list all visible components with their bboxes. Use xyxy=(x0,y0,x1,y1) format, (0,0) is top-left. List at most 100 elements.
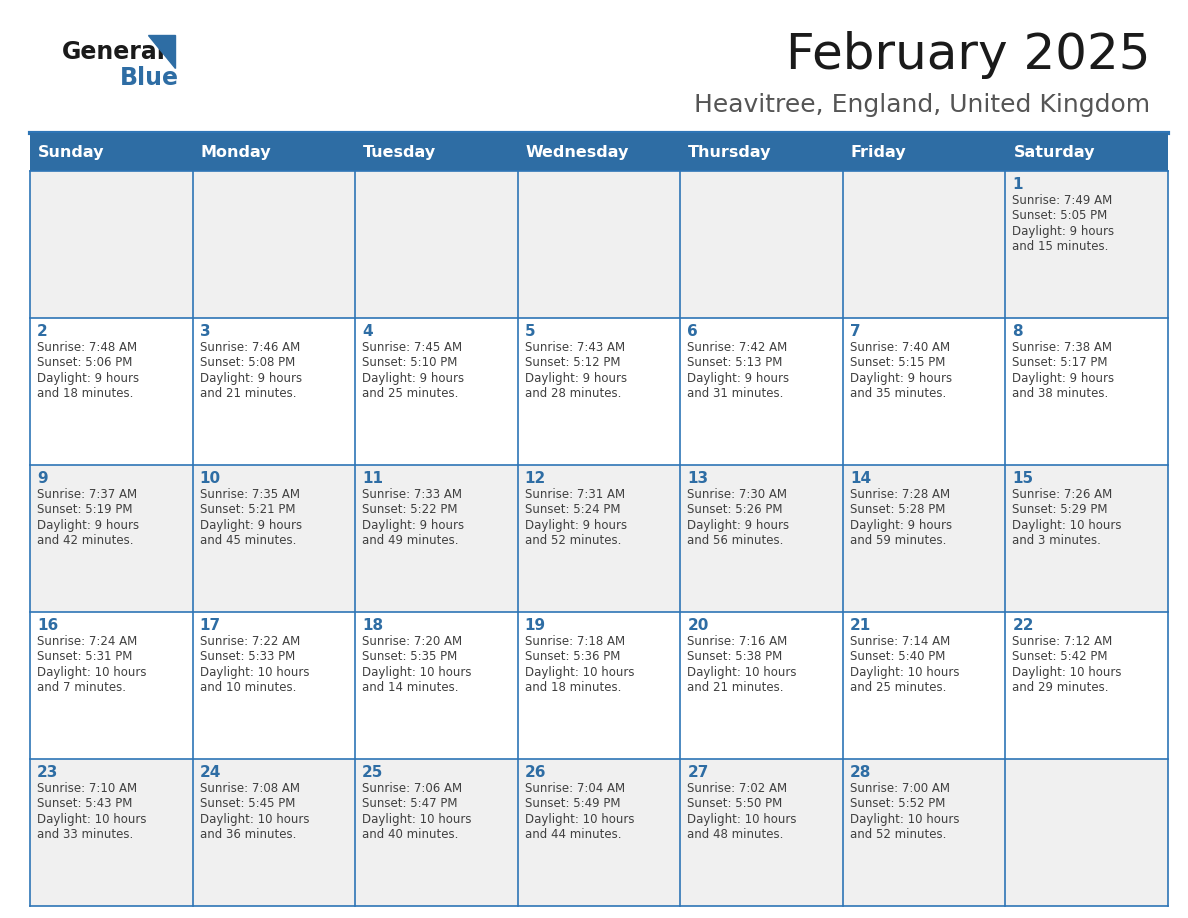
Text: Sunrise: 7:00 AM: Sunrise: 7:00 AM xyxy=(849,782,950,795)
Text: Sunset: 5:49 PM: Sunset: 5:49 PM xyxy=(525,797,620,811)
Text: 28: 28 xyxy=(849,766,871,780)
Bar xyxy=(842,171,1005,318)
Text: Sunset: 5:10 PM: Sunset: 5:10 PM xyxy=(362,356,457,369)
Text: Sunrise: 7:04 AM: Sunrise: 7:04 AM xyxy=(525,782,625,795)
Bar xyxy=(355,171,518,318)
Text: Daylight: 9 hours: Daylight: 9 hours xyxy=(1012,372,1114,385)
Text: Sunset: 5:06 PM: Sunset: 5:06 PM xyxy=(37,356,132,369)
Text: Sunset: 5:15 PM: Sunset: 5:15 PM xyxy=(849,356,946,369)
Text: Sunrise: 7:22 AM: Sunrise: 7:22 AM xyxy=(200,634,299,648)
Text: Sunrise: 7:02 AM: Sunrise: 7:02 AM xyxy=(688,782,788,795)
Text: Sunset: 5:45 PM: Sunset: 5:45 PM xyxy=(200,797,295,811)
Bar xyxy=(30,318,192,465)
Text: and 10 minutes.: and 10 minutes. xyxy=(200,681,296,694)
Text: Daylight: 9 hours: Daylight: 9 hours xyxy=(362,519,465,532)
Text: Friday: Friday xyxy=(851,144,906,160)
Text: Daylight: 10 hours: Daylight: 10 hours xyxy=(1012,519,1121,532)
Text: and 48 minutes.: and 48 minutes. xyxy=(688,828,784,841)
Text: Daylight: 9 hours: Daylight: 9 hours xyxy=(525,372,627,385)
Text: Sunset: 5:42 PM: Sunset: 5:42 PM xyxy=(1012,650,1108,663)
Text: Daylight: 10 hours: Daylight: 10 hours xyxy=(525,812,634,826)
Text: and 40 minutes.: and 40 minutes. xyxy=(362,828,459,841)
Text: Sunset: 5:35 PM: Sunset: 5:35 PM xyxy=(362,650,457,663)
Text: Sunrise: 7:06 AM: Sunrise: 7:06 AM xyxy=(362,782,462,795)
Text: Sunrise: 7:16 AM: Sunrise: 7:16 AM xyxy=(688,634,788,648)
Text: 2: 2 xyxy=(37,324,48,340)
Text: and 52 minutes.: and 52 minutes. xyxy=(525,534,621,547)
Text: 11: 11 xyxy=(362,471,384,487)
Text: 4: 4 xyxy=(362,324,373,340)
Text: 17: 17 xyxy=(200,618,221,633)
Text: Daylight: 9 hours: Daylight: 9 hours xyxy=(849,519,952,532)
Text: Sunrise: 7:37 AM: Sunrise: 7:37 AM xyxy=(37,487,137,500)
Text: Daylight: 9 hours: Daylight: 9 hours xyxy=(37,372,139,385)
Text: Heavitree, England, United Kingdom: Heavitree, England, United Kingdom xyxy=(694,93,1150,117)
Text: Daylight: 10 hours: Daylight: 10 hours xyxy=(200,812,309,826)
Text: and 18 minutes.: and 18 minutes. xyxy=(37,387,133,400)
Text: Sunrise: 7:18 AM: Sunrise: 7:18 AM xyxy=(525,634,625,648)
Text: 13: 13 xyxy=(688,471,708,487)
Text: 22: 22 xyxy=(1012,618,1034,633)
Text: Wednesday: Wednesday xyxy=(526,144,630,160)
Text: Sunrise: 7:12 AM: Sunrise: 7:12 AM xyxy=(1012,634,1113,648)
Text: Daylight: 10 hours: Daylight: 10 hours xyxy=(688,666,797,678)
Bar xyxy=(355,612,518,759)
Bar xyxy=(681,759,842,906)
Text: Sunset: 5:13 PM: Sunset: 5:13 PM xyxy=(688,356,783,369)
Text: Sunset: 5:38 PM: Sunset: 5:38 PM xyxy=(688,650,783,663)
Text: 15: 15 xyxy=(1012,471,1034,487)
Text: Sunset: 5:19 PM: Sunset: 5:19 PM xyxy=(37,503,133,516)
Text: Sunset: 5:05 PM: Sunset: 5:05 PM xyxy=(1012,209,1107,222)
Text: Daylight: 9 hours: Daylight: 9 hours xyxy=(200,372,302,385)
Text: Thursday: Thursday xyxy=(688,144,772,160)
Bar xyxy=(681,171,842,318)
Text: Sunrise: 7:38 AM: Sunrise: 7:38 AM xyxy=(1012,341,1112,353)
Text: Monday: Monday xyxy=(201,144,271,160)
Bar xyxy=(518,759,681,906)
Text: Tuesday: Tuesday xyxy=(364,144,436,160)
Text: and 14 minutes.: and 14 minutes. xyxy=(362,681,459,694)
Text: Sunrise: 7:49 AM: Sunrise: 7:49 AM xyxy=(1012,194,1113,207)
Text: Sunrise: 7:35 AM: Sunrise: 7:35 AM xyxy=(200,487,299,500)
Text: 16: 16 xyxy=(37,618,58,633)
Bar xyxy=(681,612,842,759)
Text: and 25 minutes.: and 25 minutes. xyxy=(849,681,946,694)
Bar xyxy=(1005,171,1168,318)
Text: 5: 5 xyxy=(525,324,536,340)
Text: and 31 minutes.: and 31 minutes. xyxy=(688,387,784,400)
Text: Daylight: 9 hours: Daylight: 9 hours xyxy=(362,372,465,385)
Text: Daylight: 9 hours: Daylight: 9 hours xyxy=(688,519,789,532)
Text: and 49 minutes.: and 49 minutes. xyxy=(362,534,459,547)
Bar xyxy=(681,465,842,612)
Text: Sunrise: 7:10 AM: Sunrise: 7:10 AM xyxy=(37,782,137,795)
Text: 23: 23 xyxy=(37,766,58,780)
Text: 3: 3 xyxy=(200,324,210,340)
Text: Sunset: 5:24 PM: Sunset: 5:24 PM xyxy=(525,503,620,516)
Text: Sunrise: 7:45 AM: Sunrise: 7:45 AM xyxy=(362,341,462,353)
Bar xyxy=(192,318,355,465)
Bar xyxy=(842,465,1005,612)
Bar xyxy=(1005,612,1168,759)
Text: 27: 27 xyxy=(688,766,709,780)
Text: 19: 19 xyxy=(525,618,545,633)
Text: Daylight: 10 hours: Daylight: 10 hours xyxy=(688,812,797,826)
Bar xyxy=(518,318,681,465)
Bar xyxy=(355,318,518,465)
Text: and 15 minutes.: and 15 minutes. xyxy=(1012,241,1108,253)
Text: Sunset: 5:43 PM: Sunset: 5:43 PM xyxy=(37,797,132,811)
Text: Daylight: 9 hours: Daylight: 9 hours xyxy=(688,372,789,385)
Text: 12: 12 xyxy=(525,471,546,487)
Bar xyxy=(355,465,518,612)
Bar xyxy=(518,171,681,318)
Text: 8: 8 xyxy=(1012,324,1023,340)
Bar xyxy=(1005,318,1168,465)
Text: Sunrise: 7:42 AM: Sunrise: 7:42 AM xyxy=(688,341,788,353)
Text: General: General xyxy=(62,40,166,64)
Text: Sunset: 5:21 PM: Sunset: 5:21 PM xyxy=(200,503,295,516)
Text: Daylight: 10 hours: Daylight: 10 hours xyxy=(362,812,472,826)
Text: Daylight: 10 hours: Daylight: 10 hours xyxy=(525,666,634,678)
Text: Daylight: 10 hours: Daylight: 10 hours xyxy=(200,666,309,678)
Text: and 56 minutes.: and 56 minutes. xyxy=(688,534,784,547)
Text: Sunrise: 7:24 AM: Sunrise: 7:24 AM xyxy=(37,634,138,648)
Bar xyxy=(842,759,1005,906)
